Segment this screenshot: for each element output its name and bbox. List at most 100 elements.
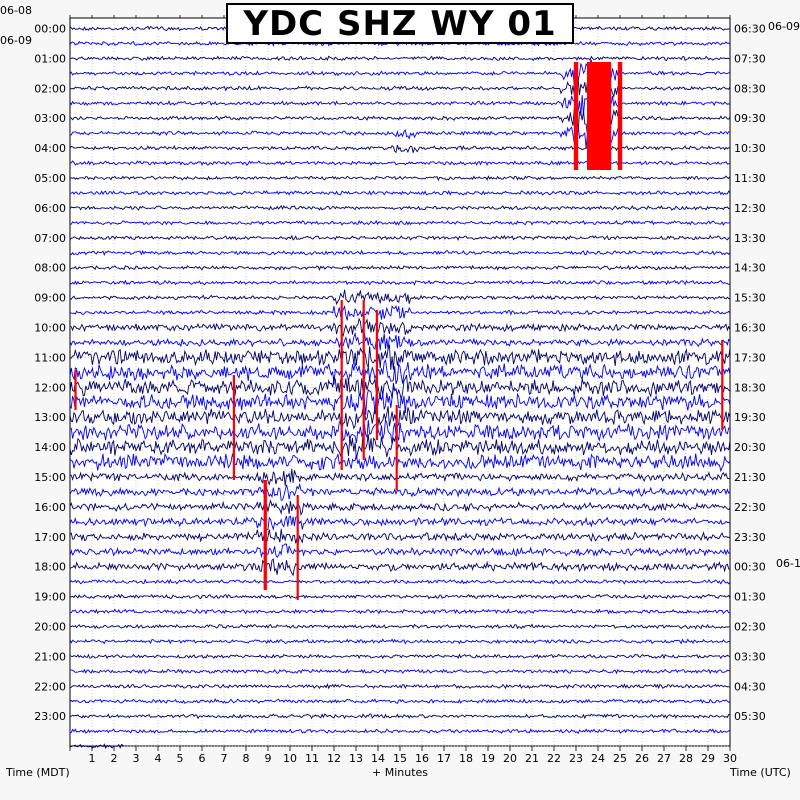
x-tick-label: 16: [415, 752, 429, 765]
right-hour-label: 03:30: [734, 650, 766, 663]
clip-marker: [296, 495, 299, 600]
right-hour-label: 15:30: [734, 292, 766, 305]
left-hour-label: 07:00: [34, 232, 66, 245]
trace-row: [69, 249, 731, 257]
x-tick-label: 8: [243, 752, 250, 765]
trace-row: [69, 374, 731, 400]
x-tick-label: 3: [133, 752, 140, 765]
trace-row: [69, 558, 731, 577]
left-hour-label: 06:00: [34, 202, 66, 215]
right-hour-label: 04:30: [734, 680, 766, 693]
left-hour-label: 16:00: [34, 501, 66, 514]
date-label-left-1: 06-08: [0, 4, 32, 17]
right-hour-label: 00:30: [734, 561, 766, 574]
left-hour-label: 21:00: [34, 650, 66, 663]
trace-row: [70, 219, 731, 226]
date-label-right-2: 06-1: [776, 557, 800, 570]
left-hour-label: 08:00: [34, 262, 66, 275]
left-hour-label: 04:00: [34, 142, 66, 155]
x-tick-label: 15: [393, 752, 407, 765]
left-hour-label: 05:00: [34, 172, 66, 185]
left-hour-label: 19:00: [34, 591, 66, 604]
trace-row: [69, 305, 731, 321]
left-hour-label: 13:00: [34, 411, 66, 424]
left-hour-labels: 00:00 01:00 02:00 03:00 04:00 05:00 06:00 07:00…: [34, 23, 66, 724]
right-hour-label: 20:30: [734, 441, 766, 454]
trace-row: [69, 55, 731, 62]
x-tick-label: 4: [155, 752, 162, 765]
left-hour-label: 20:00: [34, 621, 66, 634]
trace-row: [69, 175, 731, 182]
trace-row: [69, 528, 731, 544]
trace-row: [69, 728, 731, 735]
right-hour-label: 14:30: [734, 262, 766, 275]
trace-row: [69, 653, 731, 660]
left-hour-label: 23:00: [34, 710, 66, 723]
trace-row: [69, 317, 731, 337]
y-axis-label-right: Time (UTC): [729, 766, 791, 779]
trace-row: [69, 743, 125, 750]
trace-row: [69, 713, 731, 720]
x-tick-label: 26: [635, 752, 649, 765]
right-hour-labels: 06:30 07:30 08:30 09:30 10:30 11:30 12:30 13:30…: [734, 23, 766, 724]
right-hour-label: 02:30: [734, 621, 766, 634]
trace-row: [69, 578, 731, 585]
right-hour-label: 08:30: [734, 82, 766, 95]
right-hour-label: 17:30: [734, 351, 766, 364]
clip-marker: [573, 62, 579, 170]
trace-row: [69, 468, 731, 486]
trace-row: [69, 698, 731, 704]
clip-marker: [395, 405, 398, 490]
trace-row: [69, 358, 731, 385]
left-hour-label: 15:00: [34, 471, 66, 484]
left-hour-label: 00:00: [34, 23, 66, 36]
trace-row: [69, 638, 731, 645]
left-hour-label: 02:00: [34, 82, 66, 95]
x-tick-label: 13: [349, 752, 363, 765]
x-tick-label: 11: [305, 752, 319, 765]
clip-marker: [362, 300, 365, 460]
x-tick-label: 10: [283, 752, 297, 765]
clip-markers: [74, 62, 724, 600]
chart-title: YDC SHZ WY 01: [226, 3, 574, 44]
trace-row: [69, 419, 731, 445]
x-tick-label: 22: [547, 752, 561, 765]
trace-row: [69, 234, 731, 242]
x-ticks: 1 2 3 4 5 6 7 8 9 10 11 12 13 14 15 16 17 18 19 20 21 22 23 24 2…: [69, 15, 737, 765]
x-tick-label: 25: [613, 752, 627, 765]
right-hour-label: 05:30: [734, 710, 766, 723]
x-tick-label: 6: [199, 752, 206, 765]
x-tick-label: 20: [503, 752, 517, 765]
clip-marker: [375, 310, 378, 440]
trace-row: [69, 432, 731, 459]
trace-row: [69, 543, 731, 559]
left-hour-label: 10:00: [34, 322, 66, 335]
clip-marker: [340, 300, 343, 470]
y-axis-label-left: Time (MDT): [5, 766, 70, 779]
trace-row: [69, 608, 731, 615]
trace-row: [69, 406, 731, 430]
left-hour-label: 11:00: [34, 351, 66, 364]
x-tick-label: 2: [111, 752, 118, 765]
trace-row: [69, 189, 731, 196]
clip-marker: [232, 375, 235, 480]
x-tick-label: 30: [723, 752, 737, 765]
trace-row: [69, 668, 731, 675]
trace-row: [69, 452, 731, 473]
x-tick-label: 24: [591, 752, 605, 765]
right-hour-label: 01:30: [734, 591, 766, 604]
left-hour-label: 18:00: [34, 561, 66, 574]
trace-row: [69, 279, 731, 286]
trace-row: [69, 331, 731, 351]
x-tick-label: 18: [459, 752, 473, 765]
right-hour-label: 06:30: [734, 23, 766, 36]
x-tick-label: 7: [221, 752, 228, 765]
left-hour-label: 14:00: [34, 441, 66, 454]
left-hour-label: 12:00: [34, 381, 66, 394]
trace-row: [69, 623, 731, 630]
trace-row: [69, 515, 731, 531]
trace-row: [69, 683, 731, 690]
clip-marker: [74, 370, 77, 410]
date-label-right-1: 06-09: [768, 20, 800, 33]
x-tick-label: 23: [569, 752, 583, 765]
